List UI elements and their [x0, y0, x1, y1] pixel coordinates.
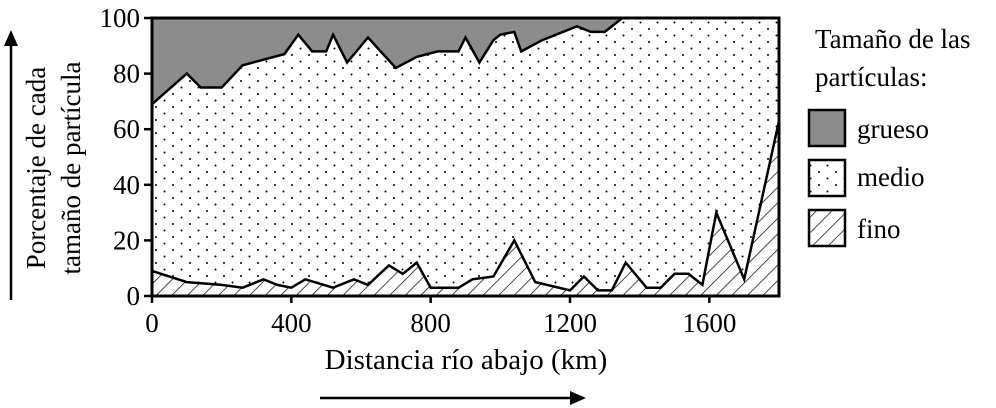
boundary-medio-grueso: [152, 18, 779, 106]
y-tick-label: 20: [113, 225, 140, 255]
y-tick-label: 60: [113, 114, 140, 144]
y-tick-label: 100: [100, 3, 141, 33]
legend-swatch-fino: [807, 208, 847, 248]
x-tick-label: 800: [410, 308, 451, 338]
y-tick-label: 40: [113, 170, 140, 200]
x-axis-arrowhead: [570, 391, 586, 405]
legend-swatch-medio: [807, 158, 847, 198]
y-axis-label-line2: tamaño de partícula: [56, 62, 86, 275]
legend-swatch-grueso: [807, 108, 847, 148]
y-axis-arrowhead: [4, 30, 18, 46]
legend-label-fino: fino: [857, 214, 901, 244]
plot-areas: [152, 18, 779, 296]
boundary-fino-medio: [152, 120, 779, 292]
legend-title-line2: partículas:: [815, 62, 927, 92]
plot-frame: [150, 16, 781, 298]
area-medio: [152, 18, 779, 296]
legend-label-medio: medio: [857, 162, 925, 192]
y-axis-label-line1: Porcentaje de cada: [21, 67, 51, 269]
x-tick-label: 1200: [543, 308, 597, 338]
y-tick-label: 80: [113, 59, 140, 89]
legend: Tamaño de las partículas: grueso medio f…: [807, 24, 971, 248]
x-tick-label: 1600: [682, 308, 736, 338]
axis-ticks: 0 20 40 60 80 100 0 400 800 1200 1600: [100, 3, 737, 338]
legend-label-grueso: grueso: [857, 114, 929, 144]
x-axis-label: Distancia río abajo (km): [325, 344, 608, 376]
area-fino: [152, 120, 779, 296]
x-tick-label: 400: [271, 308, 312, 338]
x-tick-label: 0: [145, 308, 159, 338]
y-tick-label: 0: [127, 281, 141, 311]
legend-title-line1: Tamaño de las: [815, 24, 971, 54]
